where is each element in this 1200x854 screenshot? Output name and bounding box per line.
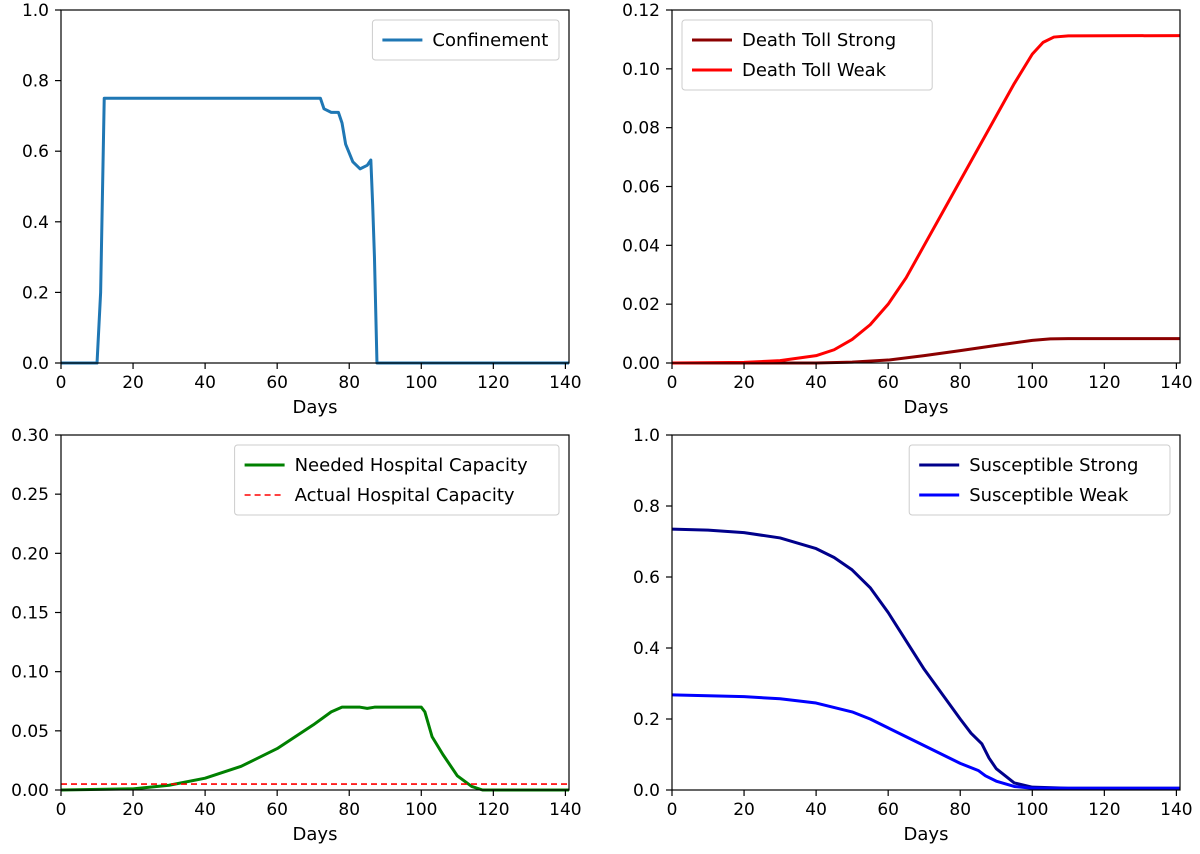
legend-label-death-toll-weak: Death Toll Weak xyxy=(742,60,887,81)
y-tick-label: 0.0 xyxy=(633,781,660,801)
legend-box xyxy=(908,444,1171,516)
legend-label-confinement: Confinement xyxy=(432,30,548,51)
chart-panel-3: 0 20 40 60 80 100 120 140 0.00 0.05 0.10 0.15 0.20 0.… xyxy=(11,426,581,845)
series-line-susceptible-weak xyxy=(672,693,1180,790)
legend: Death Toll Strong Death Toll Weak xyxy=(681,19,933,91)
x-tick-label: 20 xyxy=(122,800,144,820)
x-tick-label: 0 xyxy=(56,800,67,820)
x-tick-label: 20 xyxy=(733,800,755,820)
legend: Confinement xyxy=(371,19,560,61)
chart-panel-4: 0 20 40 60 80 100 120 140 0.0 0.2 0.4 0.6 0.8 1.0 Days… xyxy=(633,426,1193,845)
x-tick-label: 60 xyxy=(877,800,899,820)
y-tick-label: 0.05 xyxy=(11,722,49,742)
x-tick-label: 100 xyxy=(1016,373,1048,393)
x-tick-label: 120 xyxy=(1088,373,1120,393)
legend-label-death-toll-strong: Death Toll Strong xyxy=(742,30,896,51)
x-axis-label: Days xyxy=(904,397,949,418)
y-tick-label: 0.6 xyxy=(22,142,49,162)
x-tick-label: 40 xyxy=(194,800,216,820)
y-tick-label: 0.30 xyxy=(11,426,49,446)
x-tick-label: 100 xyxy=(405,373,437,393)
legend-box xyxy=(234,444,560,516)
y-tick-label: 0.6 xyxy=(633,568,660,588)
x-tick-label: 60 xyxy=(877,373,899,393)
axes-frame xyxy=(671,434,1181,791)
x-tick-label: 80 xyxy=(949,800,971,820)
series-line-susceptible-strong xyxy=(672,527,1180,790)
y-tick-label: 0.4 xyxy=(633,639,660,659)
y-tick-label: 0.10 xyxy=(11,663,49,683)
legend-label-susceptible-weak: Susceptible Weak xyxy=(969,485,1129,506)
legend: Susceptible Strong Susceptible Weak xyxy=(908,444,1171,516)
x-tick-label: 80 xyxy=(949,373,971,393)
y-tick-label: 0.02 xyxy=(622,295,660,315)
y-tick-label: 0.0 xyxy=(22,354,49,374)
x-tick-label: 0 xyxy=(667,373,678,393)
y-tick-label: 1.0 xyxy=(633,426,660,446)
x-tick-label: 120 xyxy=(1088,800,1120,820)
legend-label-needed-hospital-capacity: Needed Hospital Capacity xyxy=(295,455,528,476)
series-line-needed-hospital-capacity xyxy=(61,705,569,792)
y-tick-label: 0.04 xyxy=(622,236,660,256)
x-tick-label: 60 xyxy=(266,800,288,820)
series-line-death-toll-strong xyxy=(672,337,1180,365)
x-axis-label: Days xyxy=(904,824,949,845)
chart-panel-1: 0 20 40 60 80 100 120 140 0.0 0.2 0.4 0.6 0.8 1.0 Days… xyxy=(22,1,582,418)
y-tick-label: 0.25 xyxy=(11,485,49,505)
x-axis-label: Days xyxy=(293,397,338,418)
x-axis-label: Days xyxy=(293,824,338,845)
y-tick-label: 0.2 xyxy=(633,710,660,730)
x-tick-label: 20 xyxy=(733,373,755,393)
series-line-death-toll-weak xyxy=(672,34,1180,365)
y-tick-label: 0.20 xyxy=(11,544,49,564)
y-tick-label: 0.15 xyxy=(11,604,49,624)
y-tick-label: 0.10 xyxy=(622,60,660,80)
y-tick-label: 0.12 xyxy=(622,1,660,21)
series-line-confinement xyxy=(61,96,569,365)
legend-label-susceptible-strong: Susceptible Strong xyxy=(969,455,1138,476)
x-tick-label: 140 xyxy=(1160,373,1192,393)
legend-box xyxy=(681,19,933,91)
x-tick-label: 20 xyxy=(122,373,144,393)
x-tick-label: 120 xyxy=(477,800,509,820)
chart-panel-2: 0 20 40 60 80 100 120 140 0.00 0.02 0.04 0.06 0.08 0.… xyxy=(622,1,1192,418)
x-tick-label: 80 xyxy=(338,373,360,393)
x-tick-label: 140 xyxy=(549,373,581,393)
x-tick-label: 0 xyxy=(667,800,678,820)
legend-box xyxy=(371,19,560,61)
y-tick-label: 0.06 xyxy=(622,178,660,198)
y-tick-label: 0.4 xyxy=(22,213,49,233)
y-tick-label: 0.8 xyxy=(633,497,660,517)
y-tick-label: 0.00 xyxy=(11,781,49,801)
x-tick-label: 80 xyxy=(338,800,360,820)
x-tick-label: 120 xyxy=(477,373,509,393)
y-tick-label: 0.08 xyxy=(622,119,660,139)
legend: Needed Hospital Capacity Actual Hospital … xyxy=(234,444,560,516)
y-tick-label: 0.00 xyxy=(622,354,660,374)
x-tick-label: 40 xyxy=(194,373,216,393)
axes-frame xyxy=(60,9,570,364)
x-tick-label: 100 xyxy=(405,800,437,820)
y-tick-label: 1.0 xyxy=(22,1,49,21)
y-tick-label: 0.8 xyxy=(22,72,49,92)
x-tick-label: 140 xyxy=(549,800,581,820)
x-tick-label: 100 xyxy=(1016,800,1048,820)
x-tick-label: 60 xyxy=(266,373,288,393)
x-tick-label: 40 xyxy=(805,800,827,820)
x-tick-label: 140 xyxy=(1160,800,1192,820)
legend-label-actual-hospital-capacity: Actual Hospital Capacity xyxy=(295,485,515,506)
x-tick-label: 40 xyxy=(805,373,827,393)
y-tick-label: 0.2 xyxy=(22,283,49,303)
x-tick-label: 0 xyxy=(56,373,67,393)
